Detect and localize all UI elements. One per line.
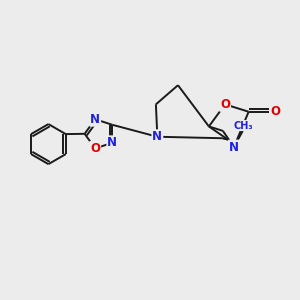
Text: N: N <box>229 141 239 154</box>
Text: O: O <box>220 98 230 111</box>
Text: N: N <box>107 136 117 149</box>
Text: N: N <box>152 130 162 143</box>
Text: O: O <box>90 142 100 155</box>
Text: N: N <box>90 113 100 126</box>
Text: CH₃: CH₃ <box>233 121 253 130</box>
Text: O: O <box>271 105 281 118</box>
